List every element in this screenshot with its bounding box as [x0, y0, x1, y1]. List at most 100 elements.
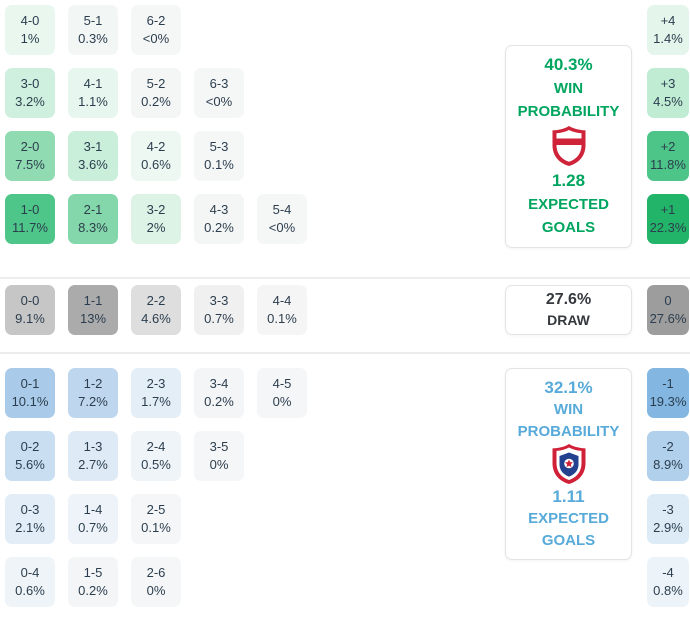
scoreline: -2: [662, 439, 674, 454]
scoreline: 5-3: [209, 139, 229, 154]
home-win-cell-2-0: 2-0 7.5%: [5, 131, 55, 181]
away-win-cell-0-3: 0-3 2.1%: [5, 494, 55, 544]
draw-label: DRAW: [547, 311, 590, 328]
probability: 0.6%: [15, 583, 45, 598]
section-divider-bottom: [0, 352, 690, 354]
scoreline: 2-3: [146, 376, 166, 391]
probability: 0.1%: [141, 520, 171, 535]
scoreline: +2: [660, 139, 676, 154]
probability: 2.9%: [653, 520, 683, 535]
home-team-crest-icon: [552, 126, 585, 167]
scoreline: 2-1: [83, 202, 103, 217]
draw-probability-value: 27.6%: [545, 290, 592, 308]
away-win-cell-2-6: 2-6 0%: [131, 557, 181, 607]
draw-goal-diff-0: 0 27.6%: [647, 285, 689, 335]
away-win-cell-4-5: 4-5 0%: [257, 368, 307, 418]
probability: 0.2%: [204, 394, 234, 409]
probability: 7.2%: [78, 394, 108, 409]
scoreline: 1-2: [83, 376, 103, 391]
probability: 0.5%: [141, 457, 171, 472]
away-expected-goals-value: 1.11: [552, 487, 585, 506]
probability: 0.2%: [204, 220, 234, 235]
home-win-cell-5-1: 5-1 0.3%: [68, 5, 118, 55]
probability: 0.1%: [267, 311, 297, 326]
scoreline: 4-1: [83, 76, 103, 91]
probability: 1%: [20, 31, 40, 46]
scoreline: -4: [662, 565, 674, 580]
scoreline: +1: [660, 202, 676, 217]
away-win-cell-1-4: 1-4 0.7%: [68, 494, 118, 544]
home-win-cell-2-1: 2-1 8.3%: [68, 194, 118, 244]
away-win-cell-3-4: 3-4 0.2%: [194, 368, 244, 418]
scoreline: 3-0: [20, 76, 40, 91]
probability: 3.2%: [15, 94, 45, 109]
probability: 2.1%: [15, 520, 45, 535]
scoreline: 4-4: [272, 293, 292, 308]
probability: 0%: [146, 583, 166, 598]
away-win-cell-0-1: 0-1 10.1%: [5, 368, 55, 418]
scoreline: 5-4: [272, 202, 292, 217]
away-win-goal-diff--1: -1 19.3%: [647, 368, 689, 418]
away-win-cell-0-4: 0-4 0.6%: [5, 557, 55, 607]
scoreline: 0-2: [20, 439, 40, 454]
scoreline: 3-3: [209, 293, 229, 308]
probability: 22.3%: [649, 220, 687, 235]
probability: <0%: [268, 220, 296, 235]
home-win-summary-card: 40.3% WIN PROBABILITY 1.28 EXPECTED GOAL…: [505, 45, 632, 248]
probability: 0.7%: [78, 520, 108, 535]
home-team-logo: [550, 125, 588, 167]
away-win-cell-3-5: 3-5 0%: [194, 431, 244, 481]
away-win-summary-card: 32.1% WIN PROBABILITY 1.11 EXPECTED GOAL…: [505, 368, 632, 560]
away-expected-goals-label-line2: GOALS: [541, 531, 596, 549]
probability: 0%: [209, 457, 229, 472]
probability: 0.2%: [78, 583, 108, 598]
scoreline: 0-4: [20, 565, 40, 580]
scoreline: 4-3: [209, 202, 229, 217]
scoreline: +4: [660, 13, 676, 28]
away-win-cell-1-3: 1-3 2.7%: [68, 431, 118, 481]
home-win-label-line2: PROBABILITY: [517, 103, 620, 121]
away-win-cell-2-4: 2-4 0.5%: [131, 431, 181, 481]
probability: 1.4%: [653, 31, 683, 46]
away-win-goal-diff--2: -2 8.9%: [647, 431, 689, 481]
probability: <0%: [205, 94, 233, 109]
scoreline: 4-5: [272, 376, 292, 391]
home-win-goal-diff-+4: +4 1.4%: [647, 5, 689, 55]
probability: 8.3%: [78, 220, 108, 235]
scoreline: 1-4: [83, 502, 103, 517]
home-win-label-line1: WIN: [553, 79, 584, 97]
scoreline: 4-2: [146, 139, 166, 154]
probability: 13%: [79, 311, 107, 326]
home-expected-goals-value: 1.28: [551, 171, 586, 191]
home-expected-goals-label-line1: EXPECTED: [528, 196, 609, 214]
away-win-goal-diff--3: -3 2.9%: [647, 494, 689, 544]
away-win-label-line2: PROBABILITY: [517, 422, 620, 440]
section-divider-top: [0, 277, 690, 279]
probability: 0.3%: [78, 31, 108, 46]
scoreline: 2-6: [146, 565, 166, 580]
scoreline: 0: [664, 293, 672, 308]
probability: 3.6%: [78, 157, 108, 172]
probability: 1.7%: [141, 394, 171, 409]
probability: 0%: [272, 394, 292, 409]
probability: 10.1%: [11, 394, 49, 409]
scoreline: 2-2: [146, 293, 166, 308]
probability: 0.7%: [204, 311, 234, 326]
probability: 0.1%: [204, 157, 234, 172]
away-expected-goals-label-line1: EXPECTED: [528, 510, 609, 527]
home-win-goal-diff-+3: +3 4.5%: [647, 68, 689, 118]
home-win-cell-4-3: 4-3 0.2%: [194, 194, 244, 244]
home-win-cell-5-2: 5-2 0.2%: [131, 68, 181, 118]
scoreline: 1-3: [83, 439, 103, 454]
home-win-cell-3-1: 3-1 3.6%: [68, 131, 118, 181]
home-win-cell-4-2: 4-2 0.6%: [131, 131, 181, 181]
scoreline: -1: [662, 376, 674, 391]
home-win-cell-4-0: 4-0 1%: [5, 5, 55, 55]
probability: 11.7%: [12, 220, 48, 235]
scoreline: 2-0: [20, 139, 40, 154]
away-win-probability-value: 32.1%: [544, 378, 593, 397]
probability: 2%: [146, 220, 166, 235]
home-win-probability-value: 40.3%: [544, 55, 593, 74]
home-win-cell-3-0: 3-0 3.2%: [5, 68, 55, 118]
